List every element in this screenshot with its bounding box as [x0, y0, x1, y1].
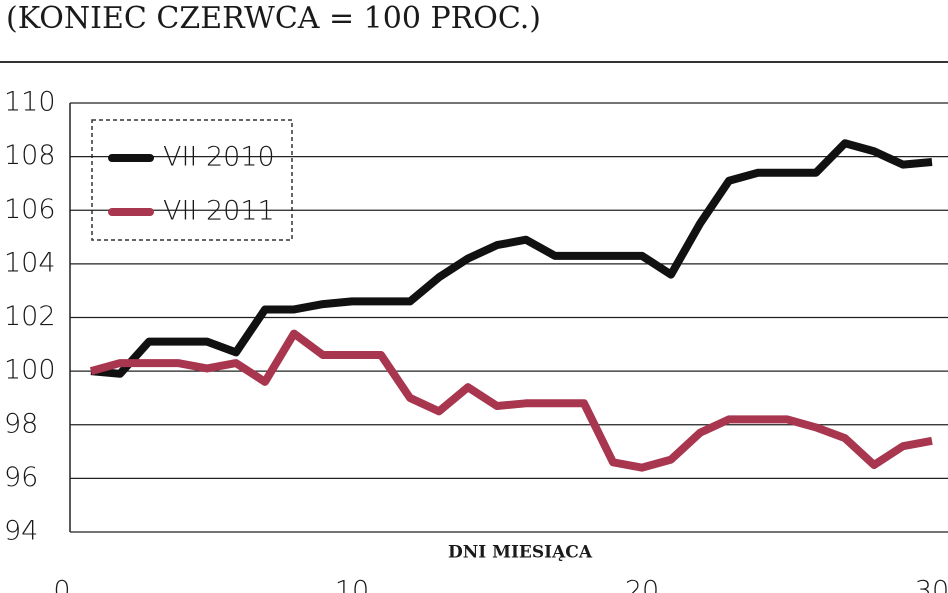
x-axis-label: DNI MIESIĄCA	[448, 543, 593, 563]
x-tick-label: 10	[335, 576, 369, 593]
legend-box	[91, 119, 293, 241]
y-tick-label: 108	[4, 140, 56, 171]
x-tick-label: 0	[53, 576, 70, 593]
series-line	[90, 139, 933, 378]
y-tick-label: 106	[4, 194, 56, 225]
x-tick-label: 30	[915, 576, 948, 593]
y-tick-label: 96	[4, 462, 38, 493]
chart-title: (KONIEC CZERWCA = 100 PROC.)	[6, 1, 541, 36]
y-tick-label: 104	[4, 247, 56, 278]
x-tick-label: 20	[625, 576, 659, 593]
legend-label: VII 2010	[163, 142, 275, 173]
series-line	[89, 329, 933, 472]
y-tick-label: 102	[4, 301, 56, 332]
y-tick-label: 94	[4, 516, 38, 547]
legend-label: VII 2011	[163, 196, 275, 227]
y-tick-label: 98	[4, 408, 38, 439]
y-tick-label: 110	[4, 87, 56, 118]
y-tick-label: 100	[4, 355, 56, 386]
